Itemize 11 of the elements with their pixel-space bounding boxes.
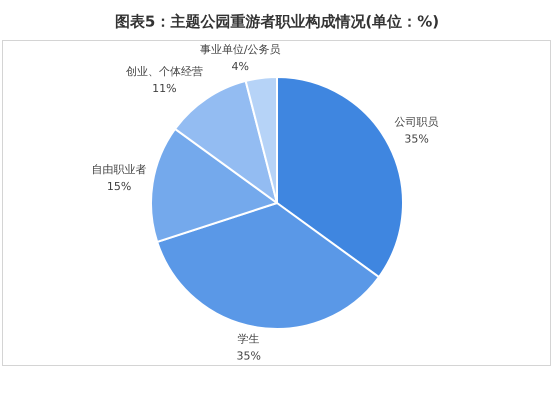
slice-label: 公司职员 — [394, 115, 439, 128]
data-label: 35% — [404, 132, 429, 146]
data-label: 35% — [236, 349, 261, 362]
slice-label: 事业单位/公务员 — [200, 43, 281, 56]
chart-title: 图表5：主题公园重游者职业构成情况(单位：%) — [114, 12, 440, 30]
slice-label: 创业、个体经营 — [126, 64, 203, 78]
data-label: 11% — [152, 82, 177, 95]
slice-label: 自由职业者 — [92, 162, 147, 176]
data-label: 15% — [106, 180, 132, 193]
data-label: 4% — [232, 60, 249, 74]
slice-label: 学生 — [238, 332, 260, 346]
